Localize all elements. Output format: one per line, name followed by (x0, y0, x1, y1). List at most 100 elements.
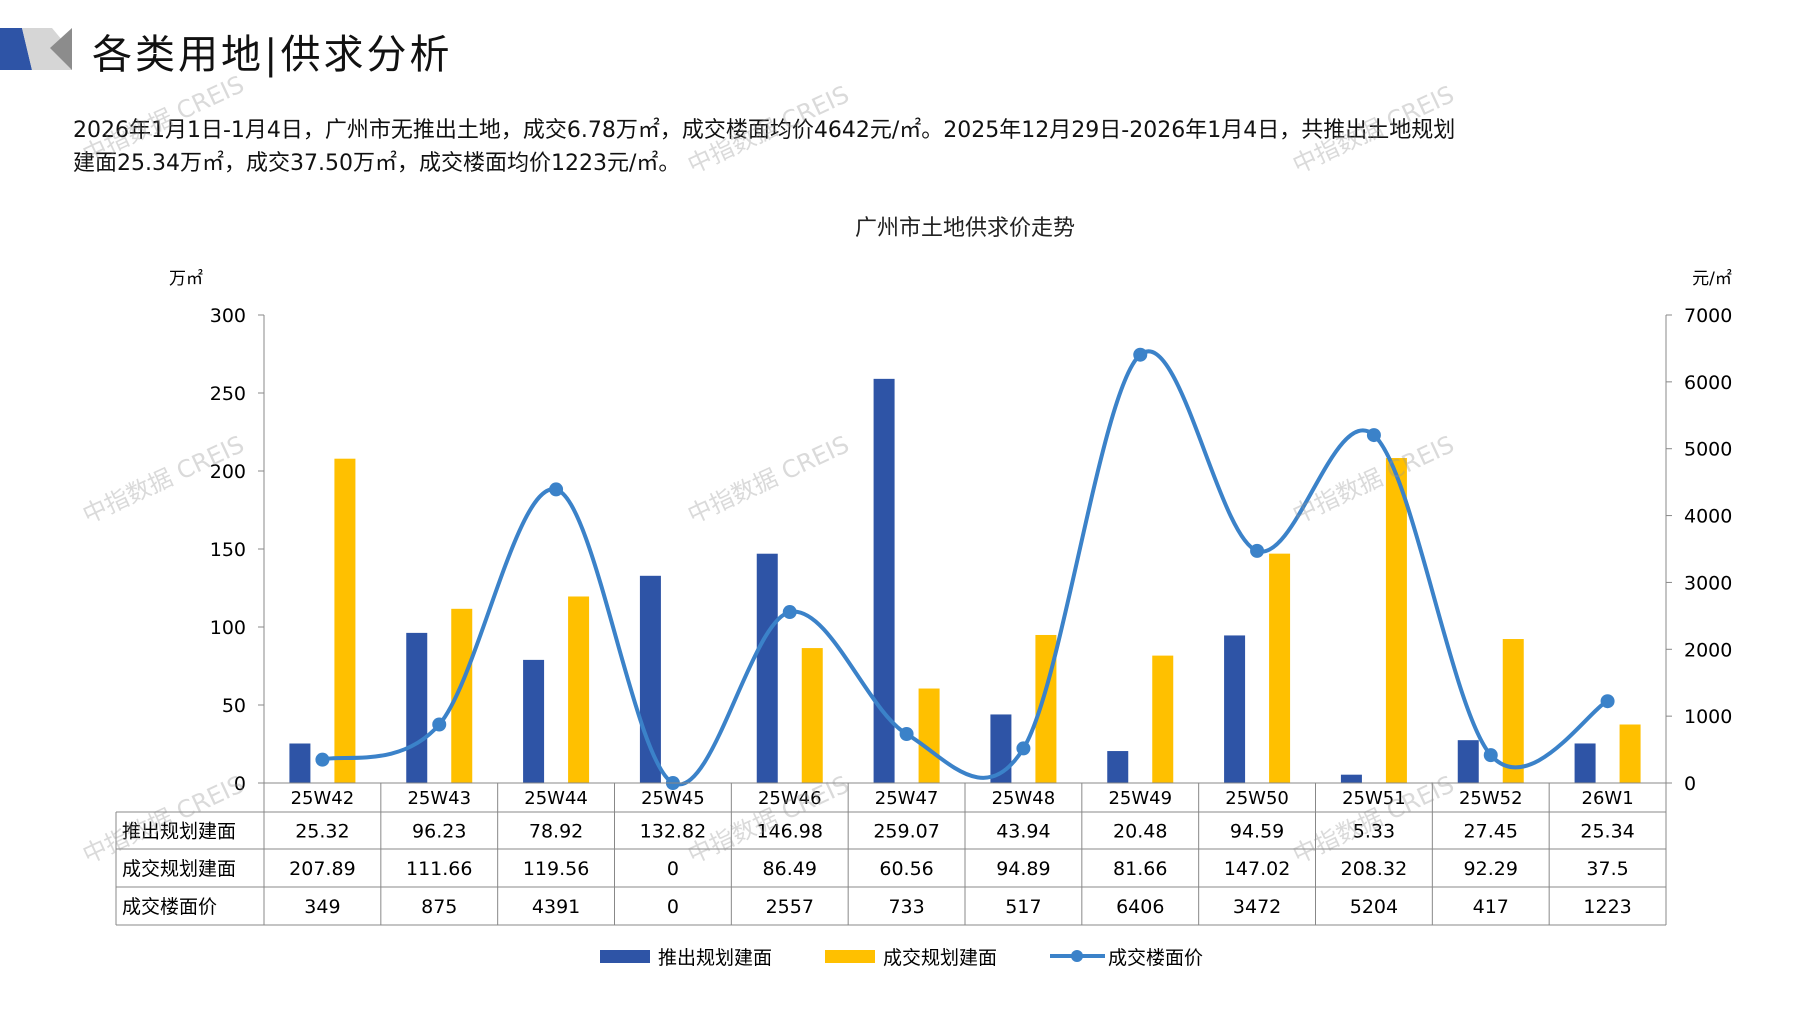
table-cell: 2557 (766, 896, 814, 918)
table-cell: 37.5 (1586, 858, 1628, 880)
bar-supply (1574, 743, 1596, 783)
price-point (899, 726, 914, 741)
table-cell: 25.32 (295, 821, 349, 843)
legend-label: 成交规划建面 (883, 947, 997, 969)
price-point (1366, 428, 1381, 443)
category-label: 25W43 (407, 788, 471, 809)
left-tick-label: 50 (222, 695, 246, 717)
legend-label: 成交楼面价 (1108, 947, 1203, 969)
left-tick-label: 250 (210, 383, 246, 405)
table-cell: 43.94 (996, 821, 1050, 843)
price-point (1483, 748, 1498, 763)
table-cell: 92.29 (1464, 858, 1518, 880)
table-cell: 147.02 (1224, 858, 1290, 880)
price-line (321, 349, 1609, 787)
category-label: 25W48 (992, 788, 1056, 809)
table-cell: 96.23 (412, 821, 466, 843)
table-cell: 1223 (1583, 896, 1631, 918)
left-tick-label: 300 (210, 305, 246, 327)
bar-deal (801, 648, 823, 783)
right-tick-label: 3000 (1684, 572, 1732, 594)
price-point (1133, 347, 1148, 362)
category-label: 25W51 (1342, 788, 1406, 809)
category-label: 26W1 (1582, 788, 1634, 809)
bar-deal (1269, 553, 1291, 783)
right-tick-label: 1000 (1684, 706, 1732, 728)
category-label: 25W49 (1108, 788, 1172, 809)
legend-swatch (1071, 950, 1083, 962)
table-cell: 733 (888, 896, 924, 918)
price-point (1250, 543, 1265, 558)
category-label: 25W50 (1225, 788, 1289, 809)
chart-title: 广州市土地供求价走势 (855, 216, 1075, 241)
left-tick-label: 200 (210, 461, 246, 483)
price-point (549, 482, 564, 497)
bar-deal (918, 688, 940, 783)
header-decoration (0, 28, 72, 70)
table-cell: 111.66 (406, 858, 472, 880)
category-label: 25W47 (875, 788, 939, 809)
bar-supply (289, 743, 311, 783)
table-cell: 259.07 (873, 821, 939, 843)
table-cell: 208.32 (1341, 858, 1407, 880)
table-cell: 132.82 (640, 821, 706, 843)
table-cell: 25.34 (1580, 821, 1634, 843)
price-point (432, 717, 447, 732)
bar-deal (568, 596, 590, 783)
bar-supply (1224, 635, 1246, 783)
legend-swatch (825, 950, 875, 963)
bar-deal (1502, 639, 1524, 783)
table-row-label: 推出规划建面 (122, 821, 236, 843)
bar-deal (451, 608, 473, 783)
bar-deal (1619, 724, 1641, 783)
table-row-label: 成交楼面价 (122, 896, 217, 918)
category-label: 25W44 (524, 788, 588, 809)
table-cell: 146.98 (757, 821, 823, 843)
table-cell: 78.92 (529, 821, 583, 843)
bar-supply (406, 632, 428, 783)
price-point (1600, 694, 1615, 709)
table-cell: 94.59 (1230, 821, 1284, 843)
right-tick-label: 2000 (1684, 639, 1732, 661)
category-label: 25W52 (1459, 788, 1523, 809)
table-cell: 94.89 (996, 858, 1050, 880)
summary-text: 2026年1月1日-1月4日，广州市无推出土地，成交6.78万㎡，成交楼面均价4… (73, 114, 1753, 180)
table-cell: 4391 (532, 896, 580, 918)
table-cell: 86.49 (763, 858, 817, 880)
table-row-label: 成交规划建面 (122, 858, 236, 880)
right-tick-label: 4000 (1684, 506, 1732, 528)
category-label: 25W45 (641, 788, 705, 809)
left-tick-label: 100 (210, 617, 246, 639)
category-label: 25W46 (758, 788, 822, 809)
price-point (782, 605, 797, 620)
table-cell: 349 (304, 896, 340, 918)
right-tick-label: 7000 (1684, 305, 1732, 327)
bar-deal (1385, 458, 1407, 783)
table-cell: 3472 (1233, 896, 1281, 918)
bar-deal (334, 458, 356, 783)
left-tick-label: 0 (234, 773, 246, 795)
table-cell: 6406 (1116, 896, 1164, 918)
legend-label: 推出规划建面 (658, 947, 772, 969)
right-tick-label: 5000 (1684, 439, 1732, 461)
table-cell: 207.89 (289, 858, 355, 880)
bar-deal (1152, 655, 1174, 783)
bar-supply (1340, 774, 1362, 783)
bar-supply (1107, 751, 1129, 783)
table-cell: 0 (667, 858, 679, 880)
bar-supply (523, 659, 545, 783)
summary-line-1: 2026年1月1日-1月4日，广州市无推出土地，成交6.78万㎡，成交楼面均价4… (73, 118, 1456, 143)
table-cell: 20.48 (1113, 821, 1167, 843)
price-point (315, 752, 330, 767)
table-cell: 5.33 (1353, 821, 1395, 843)
table-cell: 875 (421, 896, 457, 918)
bar-supply (990, 714, 1012, 783)
page-title: 各类用地|供求分析 (92, 32, 453, 78)
left-axis-unit: 万㎡ (169, 269, 203, 289)
right-tick-label: 0 (1684, 773, 1696, 795)
table-cell: 5204 (1350, 896, 1398, 918)
table-cell: 60.56 (879, 858, 933, 880)
bar-supply (756, 553, 778, 783)
left-tick-label: 150 (210, 539, 246, 561)
